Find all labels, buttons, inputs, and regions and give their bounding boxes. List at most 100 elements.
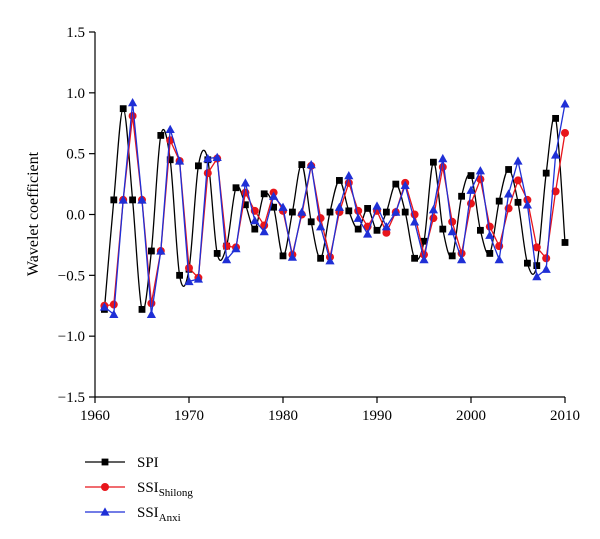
data-point: [428, 205, 438, 214]
data-point: [438, 153, 448, 163]
data-point: [147, 299, 156, 308]
x-tick-label: 2010: [550, 408, 580, 424]
legend-item: SSIAnxi: [85, 505, 181, 524]
data-point: [138, 306, 146, 313]
data-point: [250, 215, 260, 225]
legend-marker: [101, 458, 109, 466]
data-point: [429, 214, 438, 223]
data-point: [307, 218, 315, 226]
legend-marker: [100, 507, 110, 516]
x-ticks: 1960 1970 1980 1990 2000 2010: [80, 397, 580, 424]
data-point: [373, 226, 381, 234]
data-point: [354, 225, 362, 233]
data-point: [561, 128, 569, 137]
data-point: [298, 161, 306, 169]
plot-area: 1.5 1.0 0.5 0.0 −0.5 −1.0 −1.5 1960 1970 1980 199…: [58, 25, 580, 424]
x-tick-label: 1990: [362, 408, 392, 424]
data-point: [448, 217, 457, 226]
data-point: [466, 185, 476, 194]
data-point: [203, 169, 212, 178]
data-point: [495, 197, 503, 205]
data-point: [505, 166, 512, 173]
legend-label: SPI: [137, 455, 159, 471]
data-point: [240, 178, 250, 187]
series-ssi-anxi: [99, 97, 570, 318]
legend-label: SSIShilong: [137, 480, 193, 499]
legend: SPI SSIShilong SSIAnxi: [85, 455, 193, 524]
data-point: [232, 184, 240, 192]
y-tick-label: 0.5: [66, 147, 85, 163]
data-point: [175, 156, 185, 165]
legend-label-subscript: Shilong: [159, 487, 194, 499]
data-point: [242, 201, 249, 209]
x-tick-label: 1970: [174, 408, 204, 424]
y-ticks: 1.5 1.0 0.5 0.0 −0.5 −1.0 −1.5: [58, 25, 95, 406]
data-point: [156, 246, 166, 255]
y-tick-label: 0.0: [66, 208, 85, 224]
data-point: [353, 213, 363, 222]
data-point: [552, 114, 559, 122]
data-point: [494, 254, 504, 264]
data-point: [148, 247, 155, 255]
data-point: [522, 200, 532, 209]
data-point: [287, 252, 297, 261]
data-point: [128, 97, 138, 107]
data-point: [165, 124, 175, 134]
data-point: [400, 180, 410, 189]
data-point: [410, 217, 420, 226]
series-line: [104, 102, 566, 316]
data-point: [486, 250, 494, 257]
data-point: [524, 259, 531, 267]
data-point: [458, 192, 465, 200]
data-point: [560, 99, 570, 108]
data-point: [270, 203, 277, 211]
data-point: [128, 111, 137, 120]
data-point: [485, 230, 495, 239]
data-point: [420, 237, 428, 245]
data-point: [411, 254, 418, 262]
data-point: [326, 208, 334, 216]
data-point: [382, 228, 391, 237]
data-point: [260, 190, 268, 198]
data-point: [176, 271, 183, 279]
data-point: [317, 254, 324, 262]
series-ssi-shilong: [100, 111, 569, 310]
data-point: [184, 276, 194, 286]
data-point: [297, 207, 307, 216]
data-point: [129, 196, 136, 204]
data-point: [533, 262, 541, 269]
data-point: [334, 202, 344, 211]
data-point: [467, 172, 475, 179]
data-point: [279, 252, 287, 260]
y-tick-label: −1.0: [58, 329, 85, 345]
data-point: [166, 156, 174, 164]
data-point: [259, 226, 269, 236]
legend-label-main: SSI: [137, 480, 159, 496]
data-point: [336, 177, 343, 184]
legend-marker: [101, 483, 109, 491]
data-point: [532, 271, 542, 281]
data-point: [561, 239, 569, 246]
y-tick-label: 1.0: [66, 86, 85, 102]
data-point: [203, 153, 213, 163]
data-point: [344, 170, 354, 180]
y-axis-title: Wavelet coefficient: [25, 151, 42, 276]
data-point: [118, 195, 128, 204]
data-point: [289, 208, 296, 216]
data-point: [185, 264, 193, 273]
data-point: [513, 156, 523, 165]
x-tick-label: 1960: [80, 408, 110, 424]
x-tick-label: 2000: [456, 408, 486, 424]
data-point: [391, 207, 401, 216]
data-point: [372, 201, 382, 210]
data-point: [195, 162, 202, 170]
data-point: [383, 208, 390, 216]
data-point: [316, 222, 326, 231]
legend-label-main: SPI: [137, 455, 159, 471]
data-point: [392, 180, 400, 188]
x-tick-label: 1980: [268, 408, 298, 424]
data-point: [551, 187, 560, 196]
y-tick-label: 1.5: [66, 25, 85, 41]
data-point: [213, 250, 221, 257]
